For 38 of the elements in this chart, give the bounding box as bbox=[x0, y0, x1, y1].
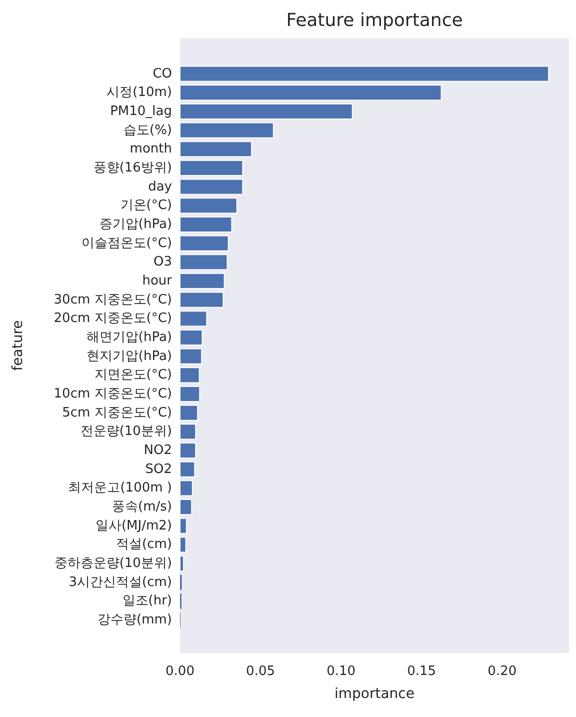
y-tick-label: 3시간신적설(cm) bbox=[68, 574, 172, 590]
y-tick-label: 적설(cm) bbox=[116, 537, 172, 552]
x-tick-label: 0.10 bbox=[326, 664, 356, 679]
y-tick-label: 이슬점온도(°C) bbox=[81, 236, 172, 251]
y-tick-label: 일사(MJ/m2) bbox=[95, 518, 172, 534]
x-tick-label: 0.20 bbox=[488, 664, 517, 679]
y-tick-label: 습도(%) bbox=[124, 122, 172, 138]
y-tick-label: 30cm 지중온도(°C) bbox=[54, 292, 172, 308]
y-tick-label: hour bbox=[142, 273, 173, 288]
y-tick-label: 전운량(10분위) bbox=[80, 424, 172, 440]
y-tick-label: day bbox=[148, 179, 172, 194]
y-tick-label: 풍향(16방위) bbox=[93, 160, 172, 176]
y-tick-label: 해면기압(hPa) bbox=[86, 330, 172, 345]
y-tick-label: SO2 bbox=[145, 462, 172, 477]
chart-title: Feature importance bbox=[286, 10, 463, 31]
y-tick-label: NO2 bbox=[144, 443, 172, 458]
y-tick-label: 20cm 지중온도(°C) bbox=[54, 311, 172, 326]
y-tick-label: CO bbox=[152, 66, 172, 82]
y-tick-label: 중하층운량(10분위) bbox=[54, 556, 172, 572]
x-tick-label: 0.00 bbox=[166, 664, 194, 679]
y-axis-title: feature bbox=[10, 320, 26, 371]
y-tick-label: 지면온도(°C) bbox=[94, 368, 172, 383]
y-tick-label: 일조(hr) bbox=[122, 594, 172, 609]
y-tick-label: 시정(10m) bbox=[106, 85, 172, 100]
y-tick-label: PM10_lag bbox=[110, 104, 172, 119]
y-tick-label: O3 bbox=[153, 254, 172, 270]
y-tick-label: 증기압(hPa) bbox=[99, 216, 172, 232]
y-tick-label: 10cm 지중온도(°C) bbox=[54, 386, 172, 402]
x-tick-label: 0.15 bbox=[407, 664, 436, 679]
y-tick-label: 풍속(m/s) bbox=[112, 500, 172, 515]
y-tick-label: 기온(°C) bbox=[120, 198, 172, 214]
y-tick-label: 5cm 지중온도(°C) bbox=[62, 405, 172, 420]
y-tick-label: 최저운고(100m ) bbox=[68, 480, 172, 496]
y-tick-label: 현지기압(hPa) bbox=[86, 348, 172, 364]
y-tick-label: 강수량(mm) bbox=[98, 612, 172, 628]
x-tick-label: 0.05 bbox=[246, 664, 276, 679]
x-axis-title: importance bbox=[334, 686, 414, 702]
y-tick-label: month bbox=[130, 142, 172, 157]
